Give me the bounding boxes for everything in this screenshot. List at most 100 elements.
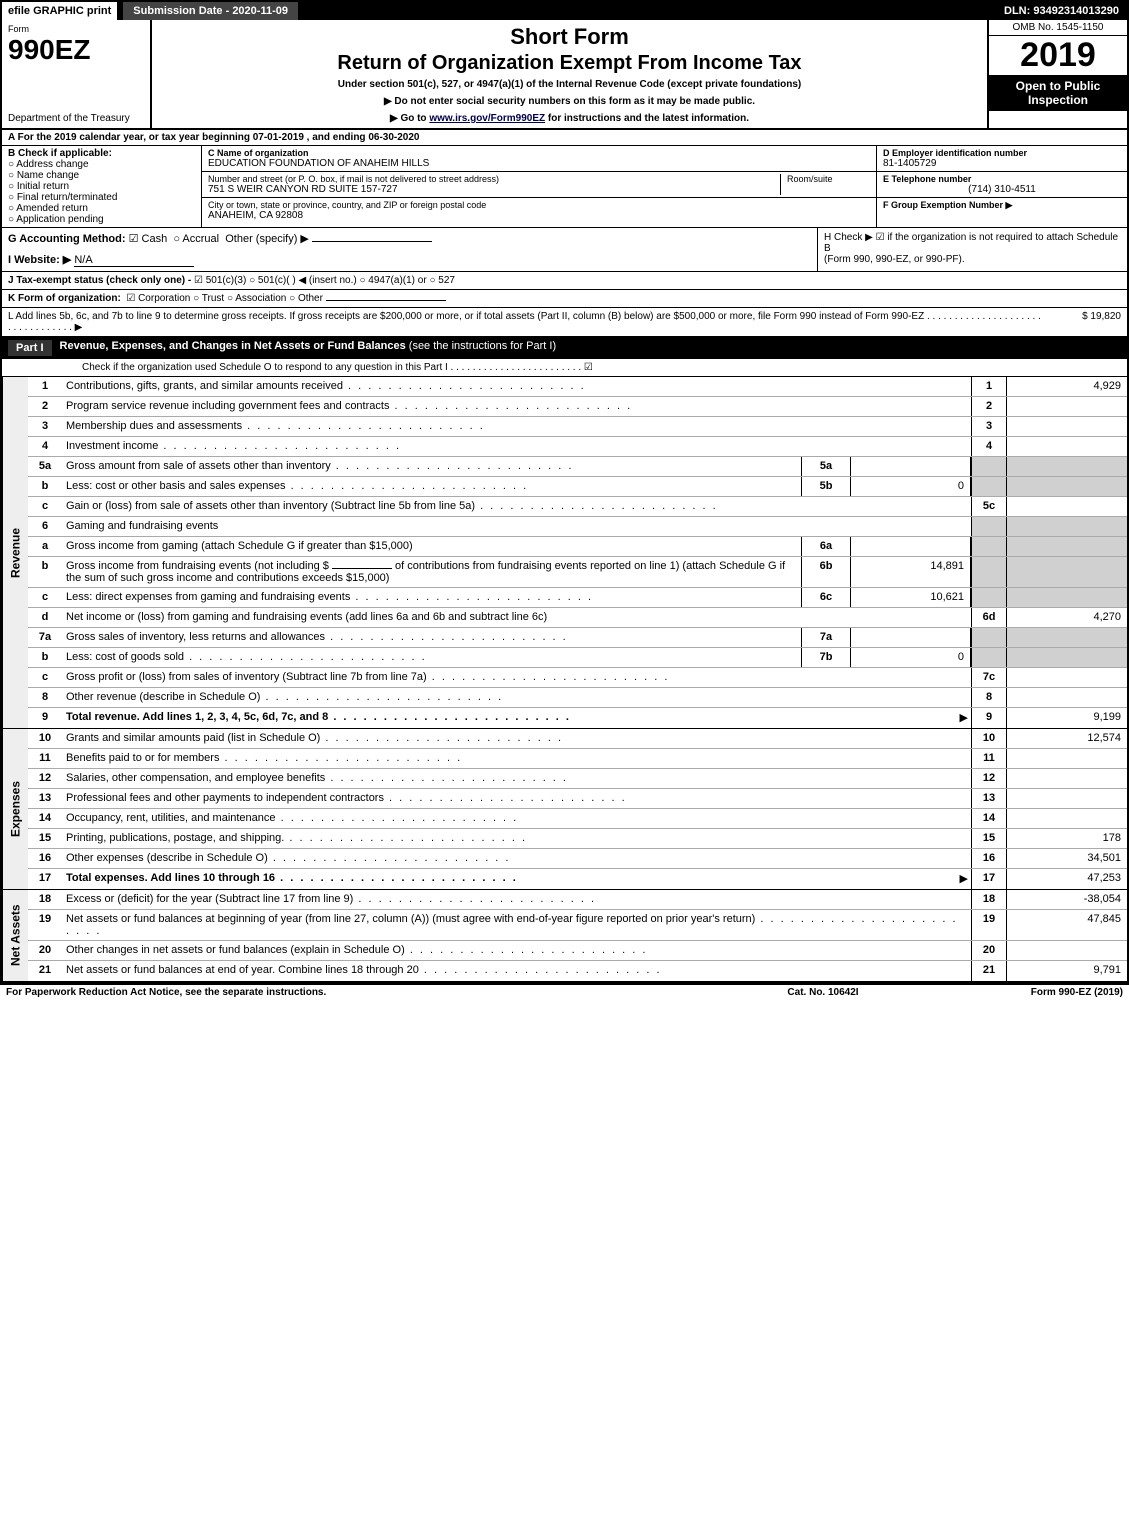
box-f-label: F Group Exemption Number ▶ — [883, 200, 1121, 211]
box-b: B Check if applicable: Address change Na… — [2, 146, 202, 227]
gh-row: G Accounting Method: Cash Accrual Other … — [2, 228, 1127, 272]
efile-print-label[interactable]: efile GRAPHIC print — [2, 2, 119, 20]
line-5a-sub: 5a — [801, 457, 851, 476]
line-8-val — [1007, 688, 1127, 707]
line-7a-col-shade — [971, 628, 1007, 647]
line-14-val — [1007, 809, 1127, 828]
line-9-arrow-icon: ▶ — [951, 708, 971, 728]
line-2-num: 2 — [28, 397, 62, 416]
line-14: 14 Occupancy, rent, utilities, and maint… — [28, 809, 1127, 829]
line-11-desc: Benefits paid to or for members — [62, 749, 971, 768]
part-i-check-line: Check if the organization used Schedule … — [2, 359, 1127, 377]
line-6c-num: c — [28, 588, 62, 607]
irs-link[interactable]: www.irs.gov/Form990EZ — [429, 113, 545, 124]
line-17-val: 47,253 — [1007, 869, 1127, 889]
line-12-num: 12 — [28, 769, 62, 788]
goto-pre: ▶ Go to — [390, 113, 429, 124]
line-15-num: 15 — [28, 829, 62, 848]
chk-application-pending[interactable]: Application pending — [8, 214, 195, 225]
box-c: C Name of organization EDUCATION FOUNDAT… — [202, 146, 877, 227]
line-6c-desc: Less: direct expenses from gaming and fu… — [62, 588, 801, 607]
info-block: B Check if applicable: Address change Na… — [2, 146, 1127, 228]
line-4: 4 Investment income 4 — [28, 437, 1127, 457]
form-title-1: Short Form — [162, 24, 977, 50]
line-17-col: 17 — [971, 869, 1007, 889]
box-k: K Form of organization: ☑ Corporation ○ … — [2, 290, 1127, 308]
box-l: L Add lines 5b, 6c, and 7b to line 9 to … — [2, 308, 1127, 337]
tax-year: 2019 — [989, 36, 1127, 75]
line-5a: 5a Gross amount from sale of assets othe… — [28, 457, 1127, 477]
line-5a-num: 5a — [28, 457, 62, 476]
line-19-val: 47,845 — [1007, 910, 1127, 940]
line-10: 10 Grants and similar amounts paid (list… — [28, 729, 1127, 749]
line-5a-subval — [851, 457, 971, 476]
line-21-num: 21 — [28, 961, 62, 981]
line-11: 11 Benefits paid to or for members 11 — [28, 749, 1127, 769]
line-6b-col-shade — [971, 557, 1007, 587]
org-address: 751 S WEIR CANYON RD SUITE 157-727 — [208, 184, 780, 195]
line-12-col: 12 — [971, 769, 1007, 788]
line-16-desc: Other expenses (describe in Schedule O) — [62, 849, 971, 868]
line-18: 18 Excess or (deficit) for the year (Sub… — [28, 890, 1127, 910]
line-4-desc: Investment income — [62, 437, 971, 456]
line-7b: b Less: cost of goods sold 7b 0 — [28, 648, 1127, 668]
line-20-num: 20 — [28, 941, 62, 960]
expenses-side-label: Expenses — [2, 729, 28, 889]
chk-address-change[interactable]: Address change — [8, 159, 195, 170]
line-18-desc: Excess or (deficit) for the year (Subtra… — [62, 890, 971, 909]
line-13: 13 Professional fees and other payments … — [28, 789, 1127, 809]
line-16: 16 Other expenses (describe in Schedule … — [28, 849, 1127, 869]
box-g-label: G Accounting Method: — [8, 233, 126, 245]
line-5b-num: b — [28, 477, 62, 496]
line-6c-subval: 10,621 — [851, 588, 971, 607]
line-5b-val-shade — [1007, 477, 1127, 496]
chk-accrual[interactable]: Accrual — [173, 233, 219, 245]
line-1-desc: Contributions, gifts, grants, and simila… — [62, 377, 971, 396]
line-3-desc: Membership dues and assessments — [62, 417, 971, 436]
line-6-desc: Gaming and fundraising events — [62, 517, 971, 536]
line-6c: c Less: direct expenses from gaming and … — [28, 588, 1127, 608]
line-11-col: 11 — [971, 749, 1007, 768]
line-6a-sub: 6a — [801, 537, 851, 556]
line-7a-sub: 7a — [801, 628, 851, 647]
line-3-num: 3 — [28, 417, 62, 436]
chk-name-change[interactable]: Name change — [8, 170, 195, 181]
line-5c-num: c — [28, 497, 62, 516]
form-title-2: Return of Organization Exempt From Incom… — [162, 52, 977, 75]
line-15-val: 178 — [1007, 829, 1127, 848]
line-17-num: 17 — [28, 869, 62, 889]
chk-cash[interactable]: Cash — [129, 233, 168, 245]
line-20: 20 Other changes in net assets or fund b… — [28, 941, 1127, 961]
line-15-col: 15 — [971, 829, 1007, 848]
chk-initial-return[interactable]: Initial return — [8, 181, 195, 192]
line-6-val-shade — [1007, 517, 1127, 536]
open-to-public-badge: Open to Public Inspection — [989, 75, 1127, 111]
line-12: 12 Salaries, other compensation, and emp… — [28, 769, 1127, 789]
line-6c-col-shade — [971, 588, 1007, 607]
line-5c: c Gain or (loss) from sale of assets oth… — [28, 497, 1127, 517]
line-7b-desc: Less: cost of goods sold — [62, 648, 801, 667]
line-5a-desc: Gross amount from sale of assets other t… — [62, 457, 801, 476]
part-i-title: Revenue, Expenses, and Changes in Net As… — [60, 340, 406, 352]
line-6-num: 6 — [28, 517, 62, 536]
line-21-col: 21 — [971, 961, 1007, 981]
box-h-text1: H Check ▶ ☑ if the organization is not r… — [824, 232, 1121, 254]
line-8-num: 8 — [28, 688, 62, 707]
form-subtitle-2: ▶ Do not enter social security numbers o… — [162, 96, 977, 107]
omb-number: OMB No. 1545-1150 — [989, 20, 1127, 36]
line-1-val: 4,929 — [1007, 377, 1127, 396]
line-6b-num: b — [28, 557, 62, 587]
chk-amended-return[interactable]: Amended return — [8, 203, 195, 214]
line-17-desc: Total expenses. Add lines 10 through 16 — [66, 872, 518, 884]
chk-final-return[interactable]: Final return/terminated — [8, 192, 195, 203]
box-k-options[interactable]: ☑ Corporation ○ Trust ○ Association ○ Ot… — [126, 293, 323, 304]
line-10-val: 12,574 — [1007, 729, 1127, 748]
line-5c-val — [1007, 497, 1127, 516]
box-j-options[interactable]: ☑ 501(c)(3) ○ 501(c)( ) ◀ (insert no.) ○… — [194, 275, 455, 286]
line-5a-col-shade — [971, 457, 1007, 476]
line-6a: a Gross income from gaming (attach Sched… — [28, 537, 1127, 557]
submission-date-button[interactable]: Submission Date - 2020-11-09 — [123, 2, 298, 20]
page-footer: For Paperwork Reduction Act Notice, see … — [0, 985, 1129, 1000]
line-5b-col-shade — [971, 477, 1007, 496]
line-19-col: 19 — [971, 910, 1007, 940]
